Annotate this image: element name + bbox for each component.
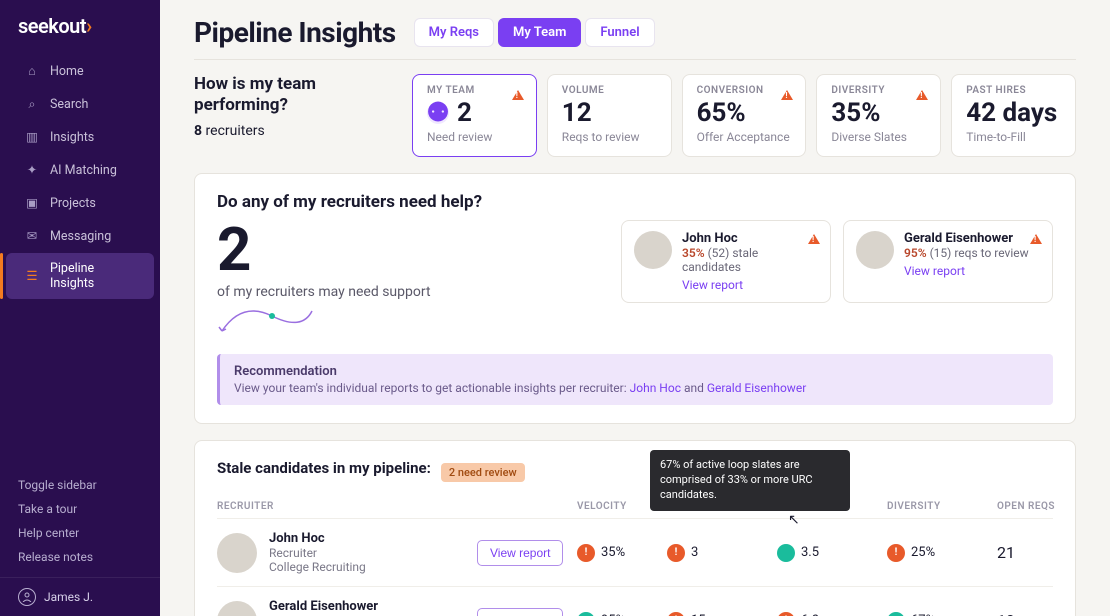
kpi-conversion[interactable]: CONVERSION 65% Offer Acceptance bbox=[682, 74, 807, 157]
status-dot bbox=[577, 612, 595, 616]
messaging-icon: ✉ bbox=[24, 228, 40, 244]
kpi-diversity[interactable]: DIVERSITY 35% Diverse Slates bbox=[816, 74, 941, 157]
view-report-button[interactable]: View report bbox=[477, 540, 563, 566]
nav-pipeline-insights[interactable]: ☰Pipeline Insights bbox=[6, 253, 154, 299]
status-dot bbox=[667, 612, 685, 616]
perf-question: How is my team performing? 8 recruiters bbox=[194, 74, 394, 157]
cursor-icon: ↖ bbox=[788, 512, 800, 528]
nav-messaging[interactable]: ✉Messaging bbox=[6, 220, 154, 252]
divider bbox=[194, 59, 1076, 60]
need-review-badge: 2 need review bbox=[441, 463, 525, 482]
avatar bbox=[217, 601, 257, 616]
help-section: Do any of my recruiters need help? 2 of … bbox=[194, 173, 1076, 424]
table-row: Gerald EisenhowerRecruiter IICollege Rec… bbox=[217, 586, 1053, 616]
kpi-my-team[interactable]: MY TEAM ⚉2 Need review bbox=[412, 74, 537, 157]
rec-link-2[interactable]: Gerald Eisenhower bbox=[707, 381, 806, 395]
curve-decoration bbox=[217, 306, 317, 336]
view-report-link[interactable]: View report bbox=[682, 278, 818, 292]
ai-icon: ✦ bbox=[24, 162, 40, 178]
take-tour[interactable]: Take a tour bbox=[0, 497, 160, 521]
tab-funnel[interactable]: Funnel bbox=[585, 18, 654, 47]
projects-icon: ▣ bbox=[24, 195, 40, 211]
main: Pipeline Insights My Reqs My Team Funnel… bbox=[160, 0, 1110, 616]
release-notes[interactable]: Release notes bbox=[0, 545, 160, 569]
rec-link-1[interactable]: John Hoc bbox=[630, 381, 681, 395]
tab-my-reqs[interactable]: My Reqs bbox=[414, 18, 494, 47]
table-header: RECRUITER VELOCITYVOLUME CONVERSIONDIVER… bbox=[217, 495, 1053, 518]
tooltip: 67% of active loop slates are comprised … bbox=[650, 450, 850, 511]
footer-nav: Toggle sidebar Take a tour Help center R… bbox=[0, 463, 160, 577]
user-avatar-icon bbox=[18, 588, 36, 606]
warning-icon bbox=[916, 85, 928, 104]
sidebar: seekout› ⌂Home ⌕Search ▥Insights ✦AI Mat… bbox=[0, 0, 160, 616]
status-dot bbox=[777, 612, 795, 616]
view-report-link[interactable]: View report bbox=[904, 264, 1029, 278]
warning-icon bbox=[781, 85, 793, 104]
nav-search[interactable]: ⌕Search bbox=[6, 88, 154, 120]
kpi-past-hires[interactable]: PAST HIRES 42 days Time-to-Fill bbox=[951, 74, 1076, 157]
tabs: My Reqs My Team Funnel bbox=[414, 18, 655, 47]
warning-icon bbox=[808, 229, 820, 248]
page-title: Pipeline Insights bbox=[194, 16, 396, 49]
nav-projects[interactable]: ▣Projects bbox=[6, 187, 154, 219]
status-dot bbox=[667, 544, 685, 562]
status-dot bbox=[887, 544, 905, 562]
tab-my-team[interactable]: My Team bbox=[498, 18, 581, 47]
kpi-cards: MY TEAM ⚉2 Need review VOLUME 12 Reqs to… bbox=[412, 74, 1076, 157]
search-icon: ⌕ bbox=[24, 96, 40, 112]
nav-ai-matching[interactable]: ✦AI Matching bbox=[6, 154, 154, 186]
toggle-sidebar[interactable]: Toggle sidebar bbox=[0, 473, 160, 497]
team-icon: ⚉ bbox=[427, 102, 449, 124]
recruiter-card[interactable]: Gerald Eisenhower 95% (15) reqs to revie… bbox=[843, 220, 1053, 303]
avatar bbox=[217, 533, 257, 573]
nav: ⌂Home ⌕Search ▥Insights ✦AI Matching ▣Pr… bbox=[0, 48, 160, 463]
user-menu[interactable]: James J. bbox=[0, 577, 160, 616]
warning-icon bbox=[512, 85, 524, 104]
recommendation: Recommendation View your team's individu… bbox=[217, 354, 1053, 405]
nav-insights[interactable]: ▥Insights bbox=[6, 121, 154, 153]
chart-icon: ▥ bbox=[24, 129, 40, 145]
table-row: John HocRecruiterCollege Recruiting View… bbox=[217, 518, 1053, 586]
stale-section: Stale candidates in my pipeline: 2 need … bbox=[194, 440, 1076, 616]
nav-home[interactable]: ⌂Home bbox=[6, 55, 154, 87]
recruiter-card[interactable]: John Hoc 35% (52) stale candidates View … bbox=[621, 220, 831, 303]
pipeline-icon: ☰ bbox=[24, 268, 40, 284]
status-dot bbox=[577, 544, 595, 562]
avatar bbox=[856, 231, 894, 269]
help-count: 2 bbox=[217, 220, 591, 280]
help-center[interactable]: Help center bbox=[0, 521, 160, 545]
home-icon: ⌂ bbox=[24, 63, 40, 79]
kpi-volume[interactable]: VOLUME 12 Reqs to review bbox=[547, 74, 672, 157]
avatar bbox=[634, 231, 672, 269]
status-dot bbox=[777, 544, 795, 562]
warning-icon bbox=[1030, 229, 1042, 248]
status-dot bbox=[887, 612, 905, 616]
view-report-button[interactable]: View report bbox=[477, 608, 563, 616]
logo: seekout› bbox=[0, 0, 160, 48]
